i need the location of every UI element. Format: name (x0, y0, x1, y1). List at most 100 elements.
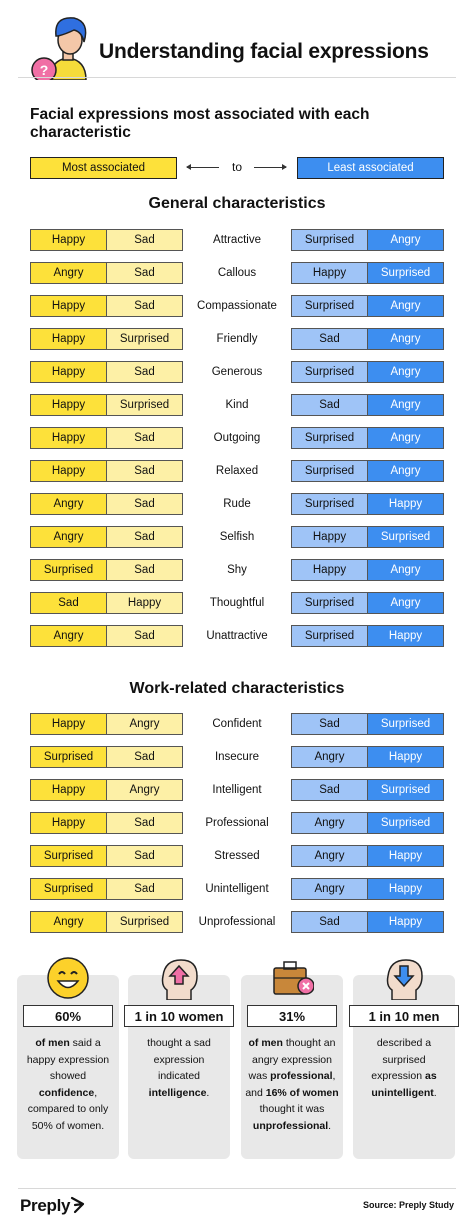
stat-emphasis: unprofessional (252, 1119, 329, 1132)
stat-card: 1 in 10 men described a surprised express… (349, 975, 459, 1159)
cell-most-1: Happy (30, 427, 107, 449)
table-row: Surprised Sad Insecure Angry Happy (30, 746, 444, 768)
stat-emphasis: as unintelligent (371, 1070, 437, 1099)
table-row: Happy Sad Outgoing Surprised Angry (30, 427, 444, 449)
cell-most-2: Surprised (107, 394, 183, 416)
table-row: Happy Angry Intelligent Sad Surprised (30, 779, 444, 801)
table-row: Happy Sad Attractive Surprised Angry (30, 229, 444, 251)
cell-least-1: Sad (291, 328, 368, 350)
stat-emphasis: intelligence (148, 1086, 207, 1099)
cell-most-1: Angry (30, 493, 107, 515)
table-row: Happy Surprised Kind Sad Angry (30, 394, 444, 416)
cell-characteristic: Selfish (219, 531, 255, 543)
stat-description: described a surprised expression as unin… (357, 1035, 451, 1101)
head-up-arrow-icon (157, 956, 201, 1001)
cell-characteristic: Unattractive (206, 630, 268, 642)
stat-value: 31% (247, 1005, 337, 1027)
stat-card: 60% of men said a happy expression showed… (17, 975, 119, 1159)
cell-most-2: Angry (107, 779, 183, 801)
stat-text-part: , and (245, 1070, 336, 1099)
cell-most-2: Sad (107, 460, 183, 482)
cell-characteristic: Callous (217, 267, 257, 279)
cell-least-2: Surprised (368, 526, 444, 548)
stat-value: 1 in 10 women (124, 1005, 234, 1027)
cell-least-1: Surprised (291, 361, 368, 383)
stat-text-part: thought an angry expression was (248, 1037, 336, 1082)
subtitle: Facial expressions most associated with … (30, 106, 370, 141)
cell-characteristic: Insecure (214, 751, 260, 763)
cell-most-2: Sad (107, 493, 183, 515)
cell-least-2: Angry (368, 295, 444, 317)
cell-least-2: Angry (368, 460, 444, 482)
cell-most-2: Surprised (107, 328, 183, 350)
cell-least-2: Angry (368, 328, 444, 350)
table-row: Happy Sad Generous Surprised Angry (30, 361, 444, 383)
person-question-icon: ? (31, 17, 87, 80)
cell-most-1: Angry (30, 911, 107, 933)
cell-characteristic: Unintelligent (205, 883, 269, 895)
cell-least-1: Surprised (291, 295, 368, 317)
table-row: Angry Sad Selfish Happy Surprised (30, 526, 444, 548)
stat-text-part: . (433, 1086, 437, 1099)
stat-description: thought a sad expression indicated intel… (132, 1035, 226, 1101)
legend-most-associated: Most associated (30, 157, 177, 179)
cell-most-2: Sad (107, 559, 183, 581)
stat-description: of men thought an angry expression was p… (245, 1035, 339, 1134)
cell-most-1: Happy (30, 460, 107, 482)
cell-characteristic: Professional (205, 817, 269, 829)
table-row: Angry Sad Callous Happy Surprised (30, 262, 444, 284)
table-row: Happy Sad Professional Angry Surprised (30, 812, 444, 834)
cell-least-2: Angry (368, 427, 444, 449)
stat-text-part: described a surprised expression (371, 1037, 432, 1082)
cell-most-1: Sad (30, 592, 107, 614)
table-row: Surprised Sad Unintelligent Angry Happy (30, 878, 444, 900)
table-row: Surprised Sad Shy Happy Angry (30, 559, 444, 581)
cell-least-2: Happy (368, 845, 444, 867)
right-arrow-icon (254, 164, 287, 170)
table-row: Happy Sad Compassionate Surprised Angry (30, 295, 444, 317)
cell-least-2: Happy (368, 878, 444, 900)
cell-most-1: Happy (30, 295, 107, 317)
cell-least-2: Surprised (368, 779, 444, 801)
cell-most-2: Happy (107, 592, 183, 614)
cell-least-1: Happy (291, 262, 368, 284)
cell-characteristic: Unprofessional (198, 916, 276, 928)
cell-least-2: Happy (368, 493, 444, 515)
brand-logo: Preply (20, 1196, 71, 1215)
stat-card: 31% of men thought an angry expression wa… (241, 975, 343, 1159)
cell-characteristic: Thoughtful (209, 597, 265, 609)
cell-characteristic: Relaxed (215, 465, 259, 477)
stat-value: 60% (23, 1005, 113, 1027)
stat-card: 1 in 10 women thought a sad expression in… (124, 975, 234, 1159)
table-row: Angry Surprised Unprofessional Sad Happy (30, 911, 444, 933)
cell-least-1: Happy (291, 559, 368, 581)
stat-emphasis: confidence (38, 1086, 95, 1099)
briefcase-x-icon (270, 956, 315, 1000)
stat-description: of men said a happy expression showed co… (21, 1035, 115, 1134)
table-row: Happy Sad Relaxed Surprised Angry (30, 460, 444, 482)
cell-most-1: Surprised (30, 559, 107, 581)
cell-least-1: Surprised (291, 229, 368, 251)
cell-least-2: Happy (368, 911, 444, 933)
section-title-work: Work-related characteristics (129, 680, 345, 697)
cell-most-2: Sad (107, 845, 183, 867)
head-down-arrow-icon (382, 956, 426, 1001)
svg-text:?: ? (40, 62, 49, 78)
cell-least-2: Surprised (368, 812, 444, 834)
cell-least-1: Surprised (291, 460, 368, 482)
divider (18, 77, 456, 78)
footer-divider (18, 1188, 456, 1189)
cell-least-2: Surprised (368, 713, 444, 735)
cell-most-1: Happy (30, 394, 107, 416)
cell-least-2: Angry (368, 229, 444, 251)
cell-most-1: Happy (30, 812, 107, 834)
cell-characteristic: Compassionate (197, 300, 277, 312)
left-arrow-icon (186, 164, 219, 170)
cell-least-1: Angry (291, 845, 368, 867)
cell-most-1: Surprised (30, 878, 107, 900)
cell-characteristic: Attractive (213, 234, 261, 246)
cell-least-1: Surprised (291, 625, 368, 647)
table-row: Happy Angry Confident Sad Surprised (30, 713, 444, 735)
header: ? Understanding facial expressions (0, 0, 474, 80)
cell-least-1: Sad (291, 779, 368, 801)
